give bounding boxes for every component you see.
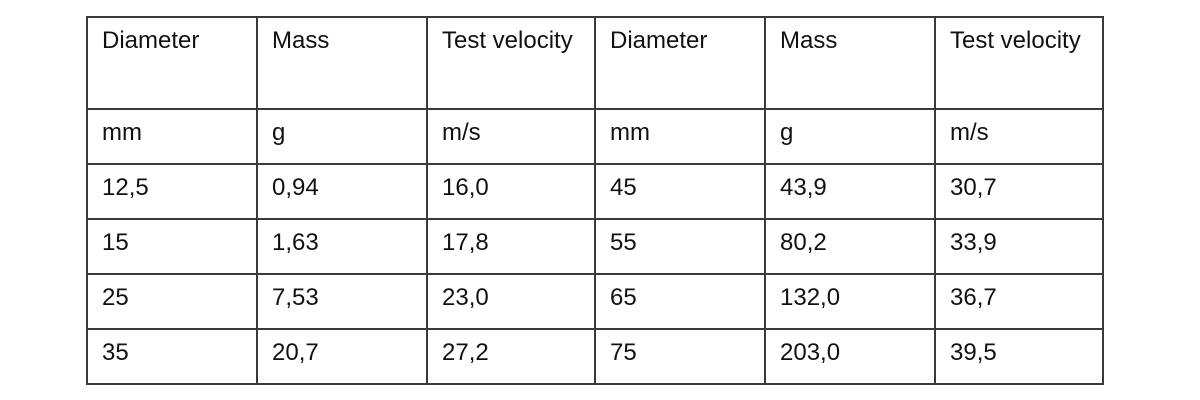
- table-cell: g: [256, 108, 428, 165]
- data-table-container: Diameter Mass Test velocity Diameter Mas…: [86, 16, 1104, 385]
- table-cell: g: [764, 108, 936, 165]
- table-cell: 65: [594, 273, 766, 330]
- table-row-units: mm g m/s mm g m/s: [86, 108, 1104, 165]
- header-diameter: Diameter: [594, 16, 766, 110]
- table-cell: 203,0: [764, 328, 936, 385]
- table-cell: 35: [86, 328, 258, 385]
- table-cell: m/s: [426, 108, 596, 165]
- table-cell: 43,9: [764, 163, 936, 220]
- header-mass: Mass: [764, 16, 936, 110]
- table-cell: mm: [594, 108, 766, 165]
- table-cell: 30,7: [934, 163, 1104, 220]
- table-cell: 39,5: [934, 328, 1104, 385]
- table-cell: 1,63: [256, 218, 428, 275]
- table-cell: 23,0: [426, 273, 596, 330]
- header-test-velocity: Test velocity: [426, 16, 596, 110]
- header-diameter: Diameter: [86, 16, 258, 110]
- table-header-row: Diameter Mass Test velocity Diameter Mas…: [86, 16, 1104, 110]
- table-cell: 25: [86, 273, 258, 330]
- table-cell: 45: [594, 163, 766, 220]
- table-row: 15 1,63 17,8 55 80,2 33,9: [86, 218, 1104, 275]
- table-cell: 75: [594, 328, 766, 385]
- table-cell: 17,8: [426, 218, 596, 275]
- header-test-velocity: Test velocity: [934, 16, 1104, 110]
- header-mass: Mass: [256, 16, 428, 110]
- table-cell: 20,7: [256, 328, 428, 385]
- table-row: 25 7,53 23,0 65 132,0 36,7: [86, 273, 1104, 330]
- table-cell: 132,0: [764, 273, 936, 330]
- table-cell: 55: [594, 218, 766, 275]
- table-cell: 16,0: [426, 163, 596, 220]
- table-cell: 27,2: [426, 328, 596, 385]
- table-row: 35 20,7 27,2 75 203,0 39,5: [86, 328, 1104, 385]
- table-cell: 33,9: [934, 218, 1104, 275]
- table-cell: 0,94: [256, 163, 428, 220]
- table-cell: 80,2: [764, 218, 936, 275]
- ball-specs-table: Diameter Mass Test velocity Diameter Mas…: [86, 16, 1104, 385]
- table-cell: 36,7: [934, 273, 1104, 330]
- table-cell: 12,5: [86, 163, 258, 220]
- table-cell: 15: [86, 218, 258, 275]
- table-row: 12,5 0,94 16,0 45 43,9 30,7: [86, 163, 1104, 220]
- table-cell: mm: [86, 108, 258, 165]
- table-cell: m/s: [934, 108, 1104, 165]
- table-cell: 7,53: [256, 273, 428, 330]
